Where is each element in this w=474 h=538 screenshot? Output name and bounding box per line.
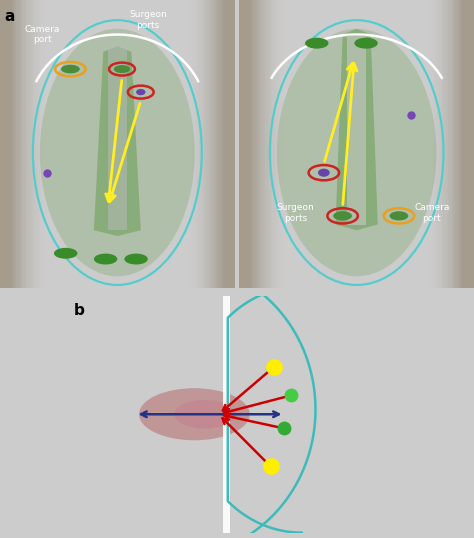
Bar xyxy=(0,0,23,288)
Bar xyxy=(239,0,279,288)
Bar xyxy=(446,0,474,288)
Bar xyxy=(0,0,12,288)
Text: a: a xyxy=(5,9,15,24)
Bar xyxy=(209,0,235,288)
Bar xyxy=(195,0,235,288)
Bar xyxy=(239,0,254,288)
Polygon shape xyxy=(94,46,141,236)
Ellipse shape xyxy=(114,65,130,73)
Bar xyxy=(0,0,33,288)
Bar xyxy=(220,0,235,288)
Ellipse shape xyxy=(318,169,330,176)
Bar xyxy=(218,0,235,288)
Bar xyxy=(216,0,235,288)
Bar xyxy=(462,0,474,288)
Ellipse shape xyxy=(305,38,328,48)
Bar xyxy=(0,0,26,288)
Ellipse shape xyxy=(333,211,352,221)
Ellipse shape xyxy=(40,29,195,277)
Bar xyxy=(207,0,235,288)
Bar xyxy=(202,0,235,288)
Bar xyxy=(460,0,474,288)
Bar xyxy=(0,0,45,288)
Ellipse shape xyxy=(61,65,80,73)
Ellipse shape xyxy=(139,388,250,440)
Bar xyxy=(0,0,30,288)
Polygon shape xyxy=(336,29,378,230)
Bar xyxy=(0,0,19,288)
Bar xyxy=(239,0,256,288)
Bar xyxy=(239,0,272,288)
Bar xyxy=(239,0,282,288)
Bar xyxy=(239,0,265,288)
Ellipse shape xyxy=(124,253,148,265)
Bar xyxy=(213,0,235,288)
Ellipse shape xyxy=(136,89,146,95)
Bar xyxy=(448,0,474,288)
Bar xyxy=(455,0,474,288)
Text: Camera
port: Camera port xyxy=(25,25,60,44)
Bar xyxy=(197,0,235,288)
Bar xyxy=(239,0,270,288)
Bar xyxy=(204,0,235,288)
Bar xyxy=(0,0,21,288)
Bar xyxy=(223,0,235,288)
Bar xyxy=(239,0,267,288)
Bar xyxy=(192,0,235,288)
Bar xyxy=(0,0,40,288)
Bar xyxy=(437,0,474,288)
Bar xyxy=(453,0,474,288)
Ellipse shape xyxy=(54,248,77,259)
Polygon shape xyxy=(347,34,366,224)
Ellipse shape xyxy=(355,38,378,48)
Text: Camera
port: Camera port xyxy=(414,203,449,223)
Bar xyxy=(0,0,17,288)
Bar xyxy=(434,0,474,288)
Bar xyxy=(0,0,37,288)
Bar xyxy=(0,0,14,288)
Bar xyxy=(190,0,235,288)
Polygon shape xyxy=(108,46,127,230)
Bar xyxy=(432,0,474,288)
Bar xyxy=(239,0,263,288)
Bar xyxy=(0,0,42,288)
Ellipse shape xyxy=(174,400,235,429)
Bar xyxy=(444,0,474,288)
Bar xyxy=(457,0,474,288)
Bar xyxy=(211,0,235,288)
Bar xyxy=(439,0,474,288)
Bar xyxy=(239,0,251,288)
Ellipse shape xyxy=(94,253,117,265)
Text: Surgeon
ports: Surgeon ports xyxy=(129,10,167,30)
Bar xyxy=(441,0,474,288)
Bar xyxy=(239,0,261,288)
Bar xyxy=(200,0,235,288)
Bar xyxy=(450,0,474,288)
Bar xyxy=(239,0,284,288)
Bar xyxy=(0,0,28,288)
Ellipse shape xyxy=(390,211,408,221)
Bar xyxy=(239,0,277,288)
Bar xyxy=(429,0,474,288)
Text: Surgeon
ports: Surgeon ports xyxy=(277,203,315,223)
Text: b: b xyxy=(73,303,84,318)
Ellipse shape xyxy=(277,29,437,277)
Bar xyxy=(239,0,258,288)
Bar xyxy=(239,0,274,288)
Bar xyxy=(0,0,35,288)
